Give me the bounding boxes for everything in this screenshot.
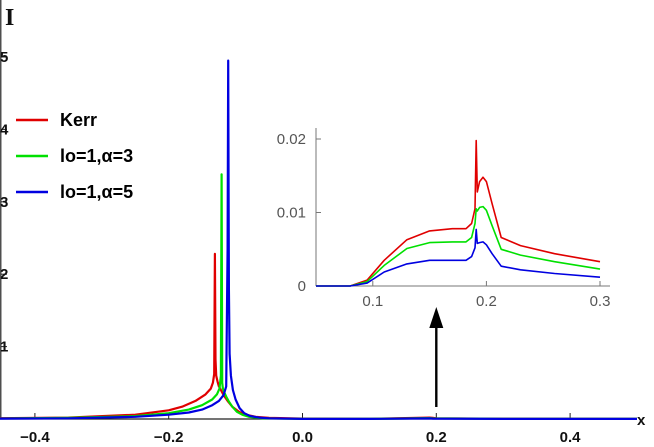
inset-x-tick-label: 0.1 (362, 293, 383, 310)
series-line-0 (0, 252, 638, 420)
inset-series-line-2 (316, 228, 601, 287)
y-tick-label: 3 (0, 194, 8, 211)
arrow-head (429, 307, 444, 328)
y-ticks: 1 2 3 4 5 (0, 49, 9, 356)
y-tick-label: 1 (0, 339, 8, 356)
y-tick-label: 2 (0, 266, 8, 283)
inset-x-tick-label: 0.3 (590, 293, 611, 310)
y-tick-label: 5 (0, 49, 8, 66)
inset-series-line-0 (316, 139, 601, 287)
inset-y-tick-label: 0.02 (277, 131, 306, 148)
inset-series-line-1 (316, 205, 601, 287)
y-axis-label: I (5, 5, 14, 31)
legend-label: lo=1,α=5 (60, 182, 133, 202)
x-tick-label: 0.2 (426, 429, 447, 446)
x-tick-label: 0.0 (292, 429, 313, 446)
x-tick-label: −0.4 (20, 429, 50, 446)
x-axis-label: x (637, 412, 646, 429)
main-series (0, 59, 638, 420)
x-ticks: −0.4 −0.2 0.0 0.2 0.4 (20, 413, 581, 446)
series-line-2 (0, 59, 637, 420)
main-plot-frame (0, 0, 620, 420)
inset-y-tick-label: 0 (298, 278, 306, 295)
legend: Kerr lo=1,α=3 lo=1,α=5 (16, 110, 133, 202)
x-tick-label: 0.4 (560, 429, 582, 446)
legend-label: lo=1,α=3 (60, 146, 133, 166)
inset-x-tick-label: 0.2 (476, 293, 497, 310)
annotation-arrow (429, 307, 444, 407)
y-tick-label: 4 (0, 121, 9, 138)
inset-y-tick-label: 0.01 (277, 205, 306, 222)
series-line-1 (0, 173, 638, 420)
x-tick-label: −0.2 (154, 429, 184, 446)
legend-label: Kerr (60, 110, 97, 130)
inset-plot: 0.1 0.2 0.3 0 0.01 0.02 (277, 128, 611, 310)
